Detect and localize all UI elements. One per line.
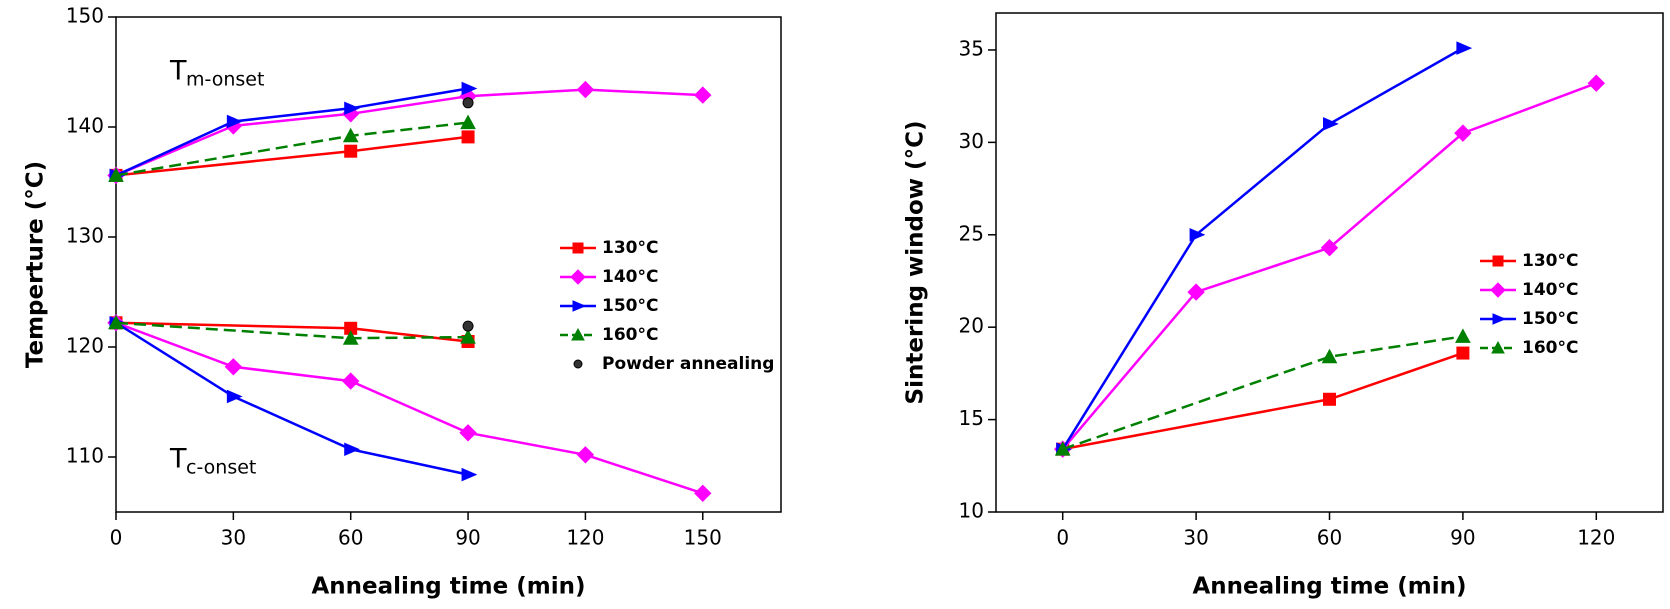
marker: [1321, 348, 1338, 364]
x-axis-title: Annealing time (min): [1193, 574, 1467, 600]
y-tick-label: 150: [66, 4, 104, 28]
annotation: T: [169, 444, 187, 475]
series-line: [115, 88, 703, 177]
marker: [459, 424, 477, 442]
legend-label: 150°C: [1522, 309, 1578, 329]
marker: [461, 467, 478, 482]
legend-label: 140°C: [602, 267, 658, 287]
legend-label: 140°C: [1522, 280, 1578, 300]
x-axis-title: Annealing time (min): [312, 574, 586, 600]
y-tick-label: 30: [959, 129, 984, 153]
marker: [460, 329, 476, 344]
legend-label: 130°C: [602, 238, 658, 258]
x-tick-label: 60: [1317, 526, 1342, 550]
marker: [344, 144, 358, 158]
marker: [460, 114, 476, 130]
marker: [1189, 228, 1206, 242]
marker: [224, 358, 243, 376]
annotation: T: [169, 56, 187, 87]
y-tick-label: 10: [959, 499, 984, 523]
y-tick-label: 20: [959, 314, 984, 338]
legend-marker: [1490, 282, 1506, 298]
legend-marker: [572, 300, 587, 312]
x-tick-label: 60: [338, 526, 363, 550]
y-tick-label: 25: [959, 221, 984, 245]
x-tick-label: 30: [221, 526, 246, 550]
marker: [461, 130, 475, 144]
x-tick-label: 120: [566, 526, 604, 550]
marker: [462, 97, 474, 109]
series-line: [115, 121, 469, 177]
marker: [1323, 392, 1336, 406]
annotation-sub: c-onset: [186, 457, 256, 479]
y-axis-title: Sintering window (°C): [903, 121, 929, 405]
annotation-sub: m-onset: [186, 69, 264, 91]
x-tick-label: 90: [455, 526, 480, 550]
y-tick-label: 15: [959, 406, 984, 430]
series-line: [1062, 335, 1464, 451]
series-line: [1061, 47, 1464, 450]
marker: [1320, 239, 1339, 257]
marker: [461, 81, 478, 96]
legend-marker: [1491, 340, 1505, 354]
legend-label: 160°C: [602, 325, 658, 345]
series-line: [115, 87, 469, 177]
x-tick-label: 0: [110, 526, 123, 550]
series-line: [1062, 351, 1464, 451]
marker: [694, 86, 712, 104]
marker: [1187, 283, 1205, 301]
legend-label: Powder annealing: [602, 354, 774, 374]
legend-marker: [573, 359, 583, 369]
marker: [1323, 117, 1339, 131]
x-tick-label: 0: [1056, 526, 1069, 550]
legend-label: 160°C: [1522, 338, 1578, 358]
legend-marker: [571, 327, 585, 341]
marker: [1054, 441, 1071, 456]
marker: [694, 484, 712, 503]
marker: [341, 372, 360, 390]
y-axis-title: Temperture (°C): [23, 161, 49, 368]
series-line: [115, 321, 469, 476]
legend-marker: [572, 242, 584, 254]
marker: [462, 320, 474, 332]
marker: [344, 442, 360, 457]
marker: [1455, 328, 1471, 343]
legend-label: 150°C: [602, 296, 658, 316]
series-line: [115, 135, 469, 177]
marker: [1456, 41, 1473, 55]
marker: [1456, 346, 1470, 360]
marker: [1587, 74, 1606, 92]
legend-marker: [570, 269, 586, 285]
y-tick-label: 130: [66, 224, 104, 248]
marker: [108, 167, 124, 182]
plot-frame: [115, 16, 782, 513]
legend-label: 130°C: [1522, 251, 1578, 271]
y-tick-label: 140: [66, 114, 104, 138]
x-tick-label: 90: [1450, 526, 1475, 550]
y-tick-label: 120: [66, 334, 104, 358]
y-tick-label: 110: [66, 444, 104, 468]
marker: [344, 101, 360, 116]
x-tick-label: 120: [1577, 526, 1615, 550]
series-line: [115, 321, 704, 495]
x-tick-label: 150: [684, 526, 722, 550]
marker: [576, 80, 595, 99]
marker: [576, 446, 595, 464]
x-tick-label: 30: [1183, 526, 1208, 550]
y-tick-label: 35: [959, 36, 984, 60]
marker: [226, 114, 243, 129]
legend-marker: [1492, 255, 1504, 267]
marker: [1454, 124, 1472, 142]
marker: [342, 127, 359, 143]
marker: [342, 330, 359, 345]
marker: [108, 314, 124, 330]
legend-marker: [1492, 313, 1507, 325]
marker: [226, 389, 243, 404]
